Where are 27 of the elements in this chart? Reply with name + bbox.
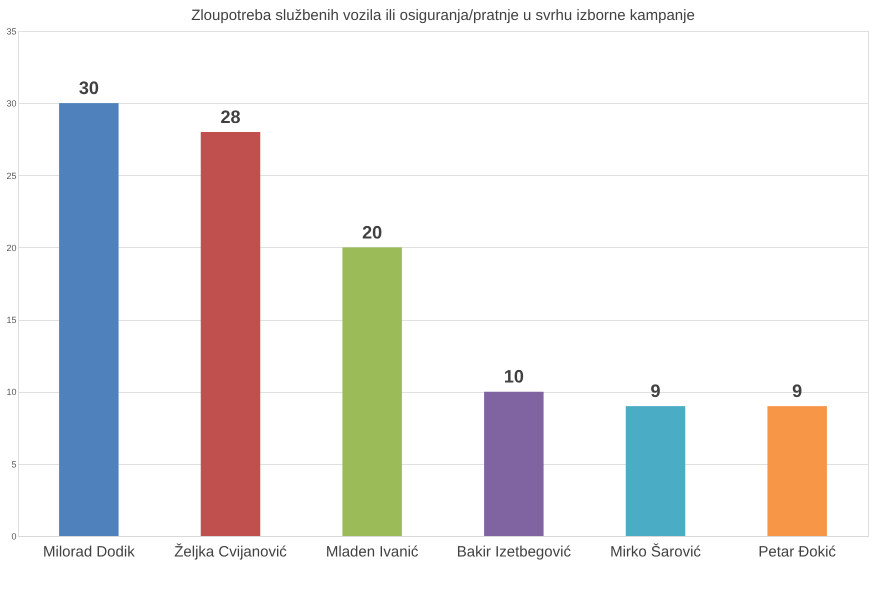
y-tick-label: 5 (11, 459, 16, 470)
bar (200, 132, 260, 536)
y-tick-label: 20 (6, 242, 16, 253)
chart-title: Zloupotreba službenih vozila ili osiguranja/pratnje u svrhu izborne kampanje (191, 7, 695, 24)
bar (484, 392, 544, 536)
data-label: 30 (78, 78, 99, 98)
bar (767, 406, 827, 536)
x-tick-label: Mirko Šarović (610, 542, 702, 560)
x-tick-label: Željka Cvijanović (174, 542, 288, 560)
bar (342, 247, 402, 536)
y-tick-label: 10 (6, 387, 16, 398)
x-tick-label: Bakir Izetbegović (456, 544, 572, 560)
x-tick-label: Milorad Dodik (42, 544, 136, 560)
data-label: 28 (220, 107, 241, 127)
data-label: 9 (792, 381, 802, 402)
x-tick-label: Petar Đokić (758, 544, 836, 560)
y-tick-label: 35 (6, 26, 16, 36)
data-label: 20 (362, 222, 382, 242)
y-tick-label: 30 (6, 98, 16, 109)
y-tick-label: 25 (6, 170, 16, 181)
data-label: 10 (504, 366, 524, 387)
y-tick-label: 15 (6, 315, 16, 326)
bar (59, 103, 119, 536)
y-tick-label: 0 (11, 532, 16, 542)
data-label: 9 (650, 381, 661, 402)
bar (626, 406, 686, 536)
x-tick-label: Mladen Ivanić (326, 544, 419, 560)
